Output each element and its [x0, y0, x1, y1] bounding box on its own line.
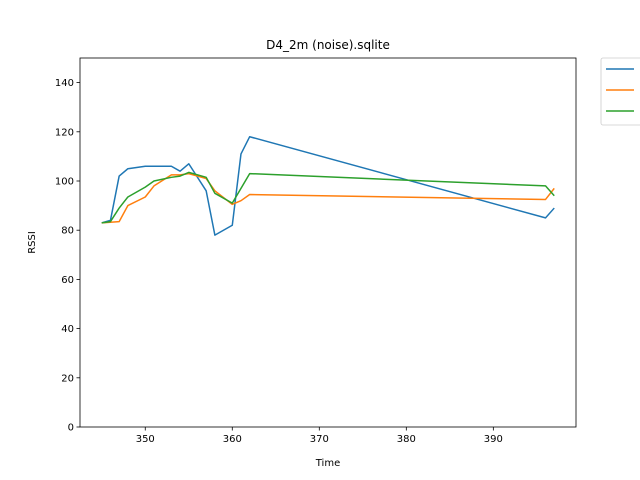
legend [600, 57, 640, 126]
x-axis: 350 360 370 380 390 [136, 427, 503, 445]
y-tick-label: 0 [68, 423, 74, 434]
x-tick-label: 390 [484, 434, 503, 445]
series-line-2 [101, 171, 555, 224]
chart-title: D4_2m (noise).sqlite [266, 38, 390, 52]
y-tick-label: 40 [61, 324, 74, 335]
series-line-1 [101, 172, 555, 224]
y-tick-label: 100 [55, 177, 74, 188]
y-tick-label: 60 [61, 275, 74, 286]
y-tick-label: 80 [61, 226, 74, 237]
y-tick-label: 120 [55, 127, 74, 138]
y-tick-label: 140 [55, 78, 74, 89]
legend-box [600, 57, 640, 126]
x-tick-label: 350 [136, 434, 155, 445]
plot-area [79, 57, 577, 428]
series-line-0 [101, 135, 555, 236]
y-tick-label: 20 [61, 373, 74, 384]
y-axis: 0 20 40 60 80 100 120 140 [55, 78, 80, 434]
x-tick-label: 360 [223, 434, 242, 445]
y-axis-label: RSSI [27, 231, 38, 254]
series-layer [101, 135, 555, 236]
legend-entries [606, 68, 634, 112]
x-tick-label: 380 [397, 434, 416, 445]
x-axis-label: Time [315, 458, 340, 469]
x-tick-label: 370 [310, 434, 329, 445]
